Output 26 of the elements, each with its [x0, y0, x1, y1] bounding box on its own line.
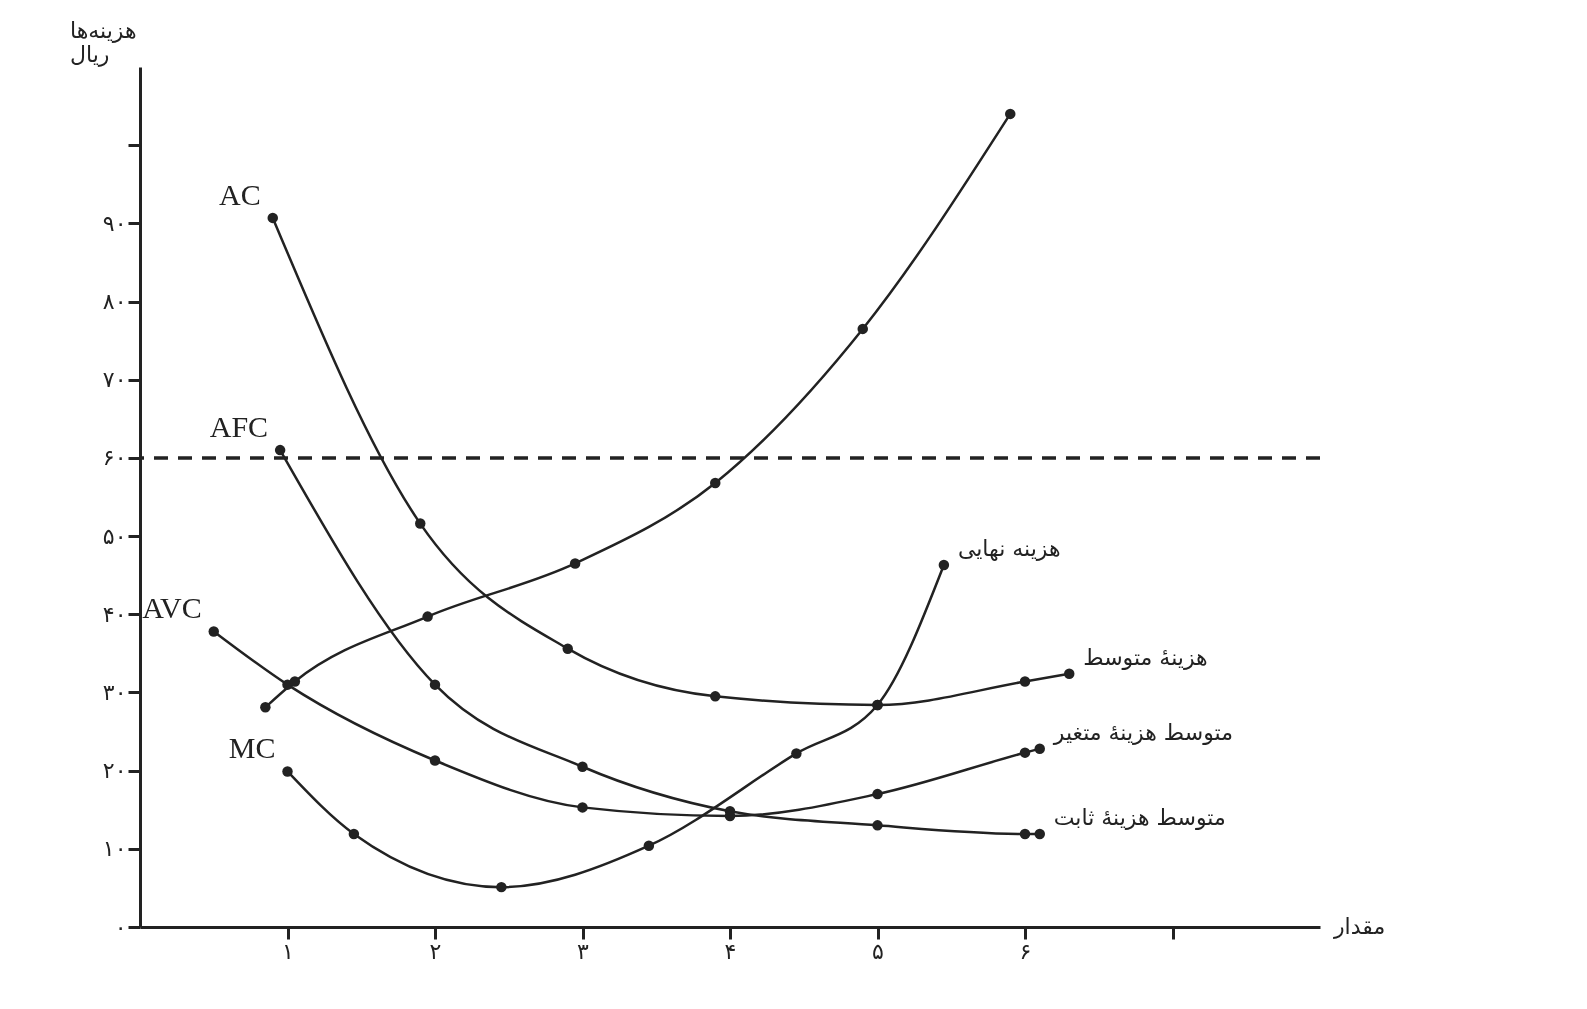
x-tick-label: ۱	[282, 938, 294, 964]
y-tick-label: ۷۰	[102, 367, 127, 393]
y-tick-label: ۰	[114, 914, 127, 940]
annotation: متوسط هزینهٔ ثابت	[1053, 804, 1226, 830]
y-axis-title: هزینه‌ها ریال	[70, 18, 137, 67]
series-label: MC	[228, 731, 276, 765]
y-tick-label: ۲۰	[102, 758, 127, 784]
x-tick-label: ۶	[1019, 938, 1032, 964]
y-tick-label: ۴۰	[102, 601, 127, 627]
x-axis-title: مقدار	[1333, 914, 1386, 939]
x-tick-label: ۲	[429, 938, 442, 964]
y-tick-label: ۱۰	[102, 836, 127, 862]
annotation: هزینهٔ متوسط	[1083, 644, 1208, 670]
y-tick-label: ۸۰	[102, 289, 127, 315]
series-label: AFC	[209, 410, 269, 444]
y-tick-label: ۶۰	[102, 445, 127, 471]
x-tick-label: ۳	[577, 938, 590, 964]
series-label: AVC	[142, 591, 202, 625]
annotation: متوسط هزینهٔ متغیر	[1052, 719, 1233, 745]
series-label: AC	[219, 177, 261, 211]
annotation: هزینه نهایی	[957, 536, 1061, 562]
y-tick-label: ۳۰	[102, 679, 127, 705]
x-tick-label: ۵	[872, 938, 884, 964]
x-tick-label: ۴	[724, 938, 737, 964]
y-tick-label: ۹۰	[102, 210, 127, 236]
y-tick-label: ۵۰	[102, 523, 127, 549]
